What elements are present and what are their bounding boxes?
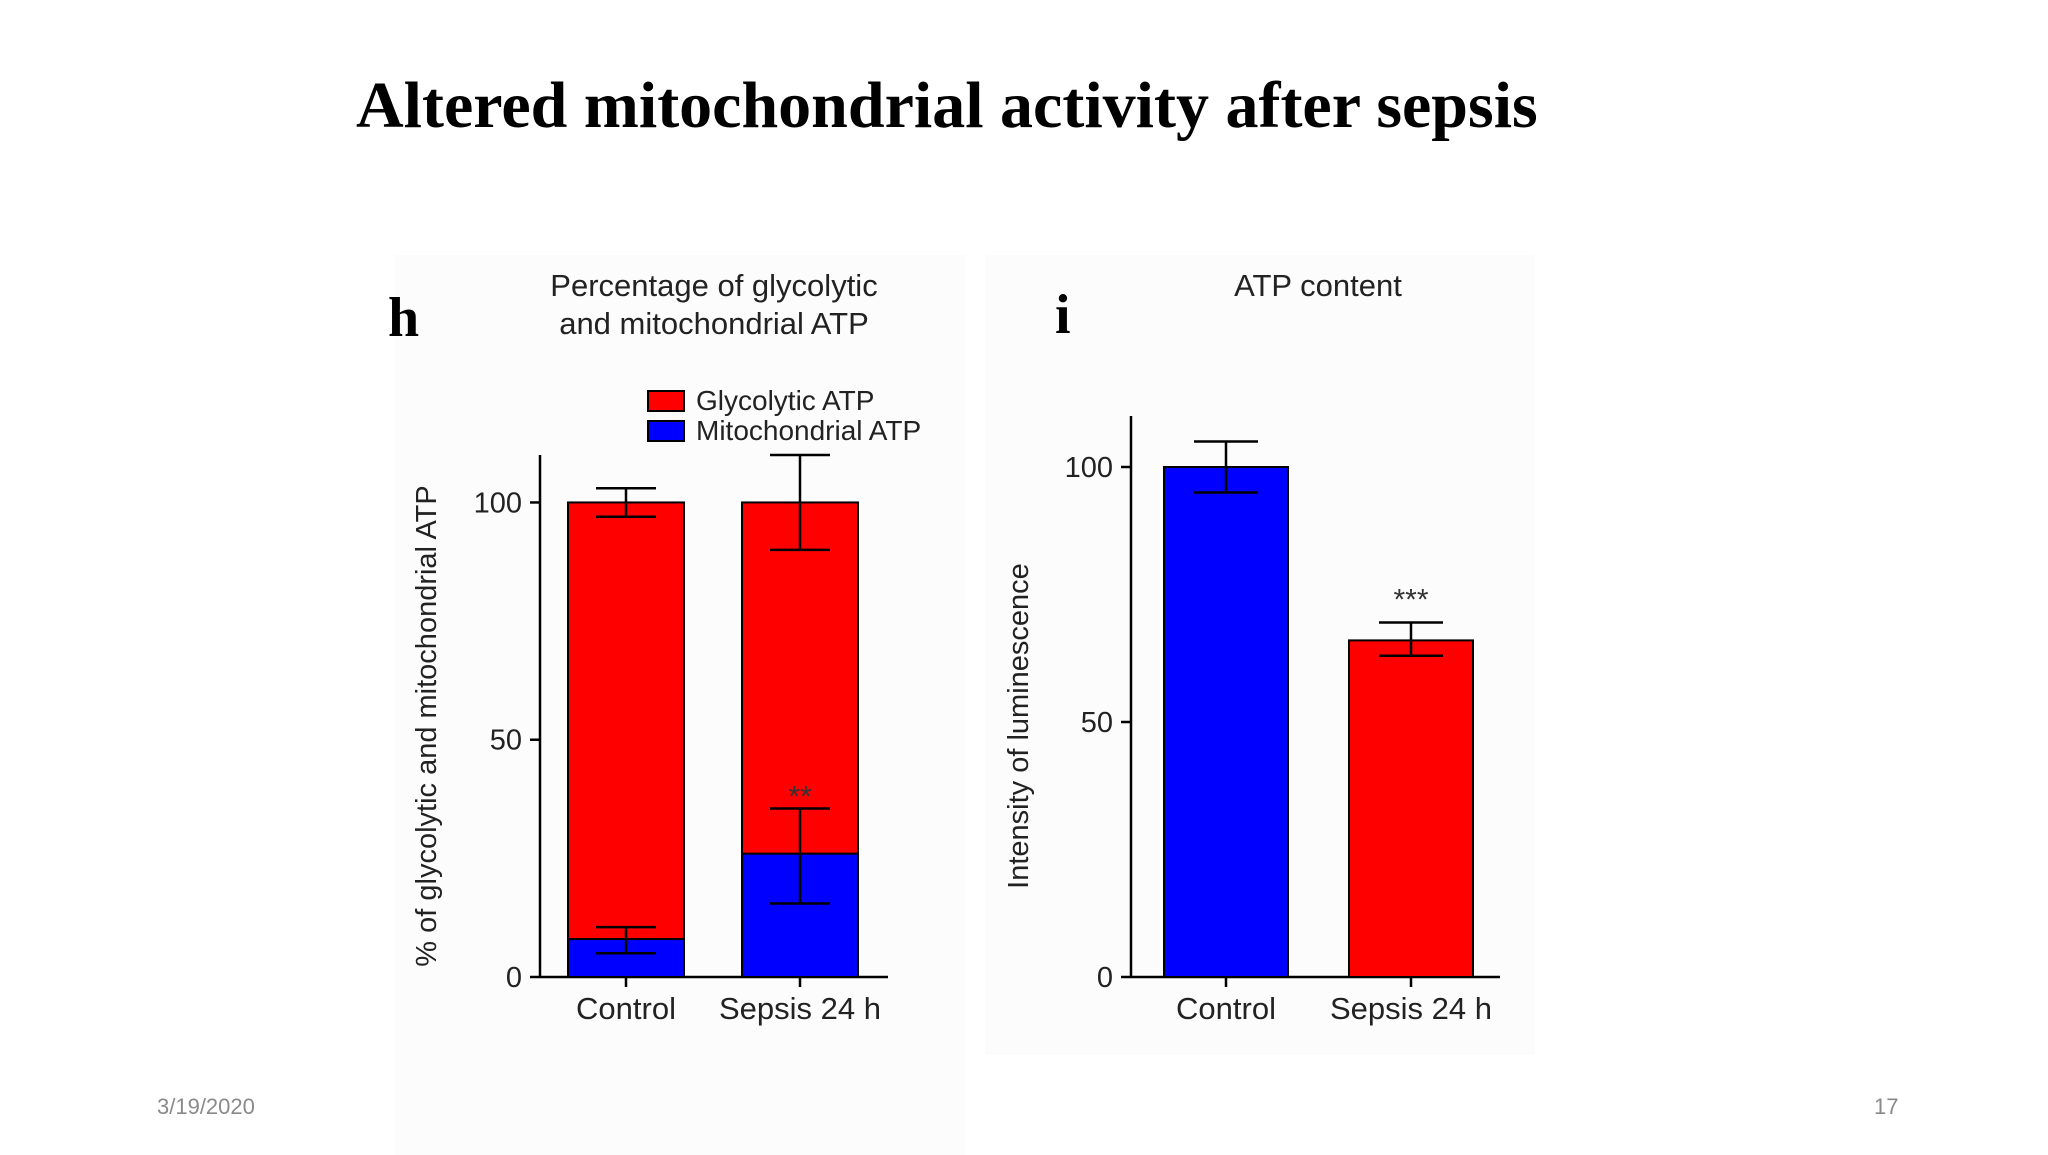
chart-h-y-tick-label-50: 50 <box>490 725 522 757</box>
chart-h-y-tick-label-0: 0 <box>506 962 522 994</box>
chart-h-bar-glycolytic-atp-1 <box>567 501 685 941</box>
chart-i-y-axis-label: Intensity of luminescence <box>1003 563 1035 889</box>
chart-h-legend-label-glycolytic-atp: Glycolytic ATP <box>696 385 874 416</box>
chart-i-x-tick-label-1: Control <box>1176 991 1276 1026</box>
chart-i-bar-1 <box>1163 466 1289 978</box>
chart-h-legend-swatch-glycolytic-atp <box>647 390 685 412</box>
chart-h-title-line-2: and mitochondrial ATP <box>559 306 869 341</box>
chart-h-y-axis-label: % of glycolytic and mitochondrial ATP <box>411 485 443 966</box>
chart-h-title-line-1: Percentage of glycolytic <box>550 268 877 303</box>
chart-h-y-tick-label-100: 100 <box>474 487 522 519</box>
slide-date: 3/19/2020 <box>157 1094 255 1119</box>
chart-i-x-tick-label-2: Sepsis 24 h <box>1330 991 1492 1026</box>
chart-h-x-tick-label-1: Control <box>576 991 676 1026</box>
chart-i-y-tick-label-0: 0 <box>1097 962 1113 994</box>
chart-i-significance-1: *** <box>1393 584 1428 617</box>
panel-label-i: i <box>1055 284 1071 346</box>
chart-h-legend-label-mitochondrial-atp: Mitochondrial ATP <box>696 415 921 446</box>
chart-h-legend-swatch-mitochondrial-atp <box>647 420 685 442</box>
chart-h-x-tick-label-2: Sepsis 24 h <box>719 991 881 1026</box>
chart-i-bar-2 <box>1348 639 1474 979</box>
chart-h-significance-1: ** <box>788 781 812 814</box>
slide-number: 17 <box>1874 1094 1899 1119</box>
chart-i-title: ATP content <box>1234 268 1402 303</box>
slide-title: Altered mitochondrial activity after sep… <box>356 69 1538 142</box>
chart-i-y-tick-label-100: 100 <box>1065 452 1113 484</box>
chart-i-y-tick-label-50: 50 <box>1081 707 1113 739</box>
panel-label-h: h <box>388 287 420 349</box>
